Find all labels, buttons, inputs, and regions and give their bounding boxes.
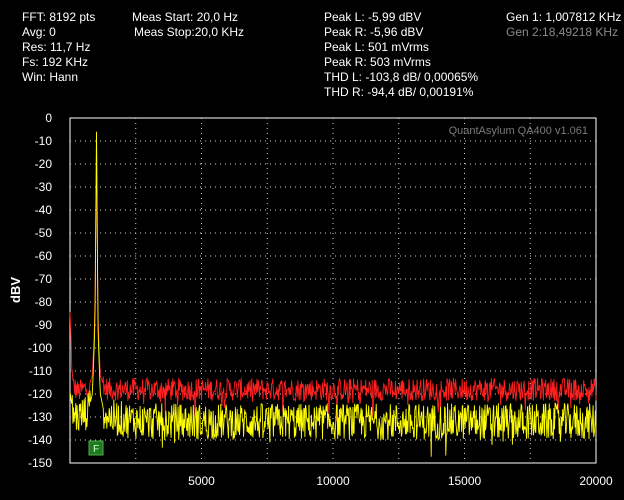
x-tick-label: 10000 [316, 474, 350, 488]
resolution-readout: Res: 11,7 Hz [22, 40, 91, 54]
plot-traces [69, 131, 597, 457]
y-tick-label: -30 [35, 180, 53, 194]
y-tick-label: -130 [28, 410, 52, 424]
sample-rate-readout: Fs: 192 KHz [22, 55, 89, 69]
fft-settings-panel: FFT: 8192 pts Avg: 0 Res: 11,7 Hz Fs: 19… [22, 10, 95, 85]
peak-r-mv-readout: Peak R: 503 mVrms [324, 55, 431, 69]
y-axis-ticks: 0 -10 -20 -30 -40 -50 -60 -70 -80 -90 -100 -110 -120… [28, 111, 52, 470]
y-tick-label: -60 [35, 249, 53, 263]
meas-start-readout: Meas Start: 20,0 Hz [132, 10, 239, 24]
y-tick-label: -110 [29, 364, 52, 378]
y-tick-label: -100 [28, 341, 52, 355]
plot-area-frame [69, 117, 597, 464]
y-tick-label: -20 [35, 157, 53, 171]
fft-size-readout: FFT: 8192 pts [22, 10, 96, 24]
y-tick-label: -10 [35, 134, 53, 148]
peak-l-mv-readout: Peak L: 501 mVrms [324, 40, 429, 54]
peak-r-dbv-readout: Peak R: -5,96 dBV [324, 25, 424, 39]
level-readings-panel: Peak L: -5,99 dBV Peak R: -5,96 dBV Peak… [324, 10, 478, 100]
gen2-readout: Gen 2:18,49218 KHz [506, 25, 619, 39]
watermark-label: QuantAsylum QA400 v1.061 [449, 125, 588, 137]
meas-stop-readout: Meas Stop:20,0 KHz [134, 25, 245, 39]
left-channel-trace [69, 131, 597, 457]
marker-f-label[interactable]: F [93, 444, 99, 455]
peak-l-dbv-readout: Peak L: -5,99 dBV [324, 10, 422, 24]
window-readout: Win: Hann [22, 70, 79, 84]
y-tick-label: -150 [28, 456, 52, 470]
thd-l-readout: THD L: -103,8 dB/ 0,00065% [324, 70, 479, 84]
x-tick-label: 5000 [188, 474, 215, 488]
x-tick-label: 15000 [448, 474, 482, 488]
gen1-readout: Gen 1: 1,007812 KHz [506, 10, 622, 24]
right-channel-trace [69, 131, 597, 422]
y-tick-label: -80 [35, 295, 53, 309]
x-axis-ticks: 5000 10000 15000 20000 [188, 474, 613, 488]
y-tick-label: -50 [35, 226, 53, 240]
averaging-readout: Avg: 0 [22, 25, 56, 39]
y-tick-label: -140 [28, 433, 52, 447]
y-tick-label: -40 [35, 203, 53, 217]
y-tick-label: -90 [35, 318, 53, 332]
x-tick-label: 20000 [579, 474, 613, 488]
measure-range-panel: Meas Start: 20,0 Hz Meas Stop:20,0 KHz [132, 10, 244, 40]
y-tick-label: -120 [28, 387, 52, 401]
y-tick-label: -70 [35, 272, 53, 286]
marker-f-box[interactable] [88, 440, 104, 456]
marker-f-button[interactable]: F [88, 440, 104, 456]
generator-panel: Gen 1: 1,007812 KHz Gen 2:18,49218 KHz [506, 10, 624, 40]
y-tick-label: 0 [45, 111, 52, 125]
y-axis-label: dBV [8, 277, 23, 303]
thd-r-readout: THD R: -94,4 dB/ 0,00191% [324, 85, 474, 99]
